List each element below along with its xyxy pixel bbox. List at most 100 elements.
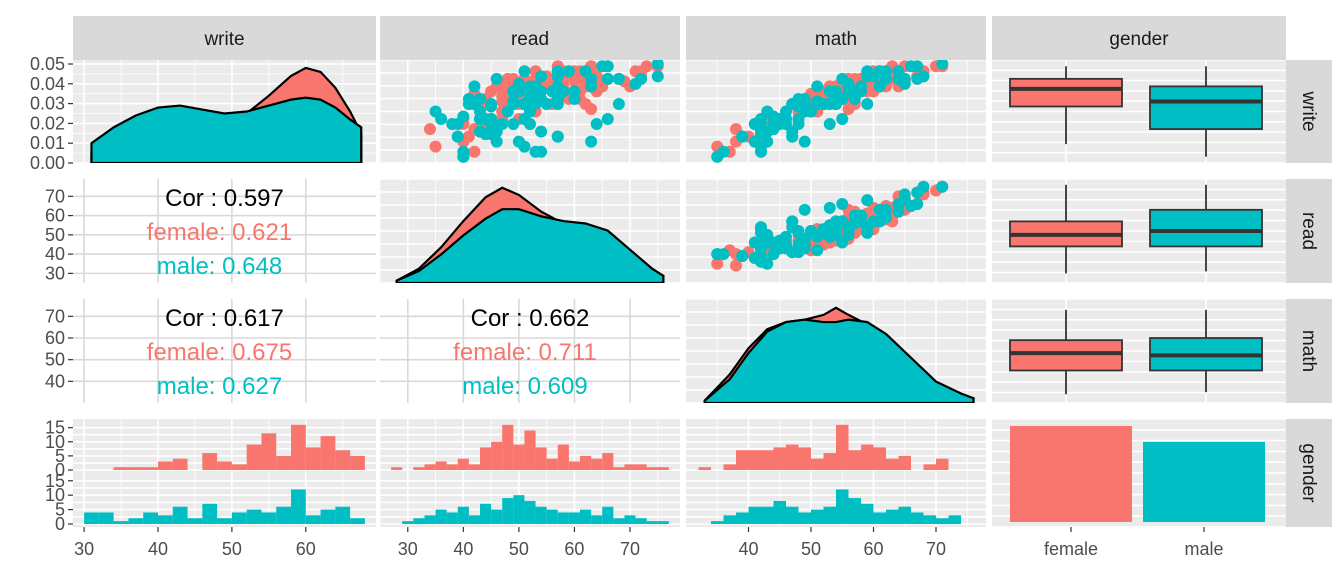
- hist-bar-female: [657, 467, 669, 470]
- gender-bar-female: [1010, 426, 1132, 522]
- scatter-point: [429, 140, 442, 153]
- scatter-point: [842, 77, 855, 90]
- scatter-point: [898, 72, 911, 85]
- scatter-point: [612, 97, 625, 110]
- strip-top-gender: [992, 16, 1286, 60]
- hist-bar-male: [736, 512, 749, 524]
- hist-bar-male: [948, 515, 961, 524]
- y-tick-label-math: 40: [45, 371, 65, 391]
- hist-bar-male: [898, 506, 911, 524]
- scatter-panel-write-read: [380, 60, 680, 163]
- scatter-panel-read-math: [686, 179, 986, 283]
- scatter-point: [911, 72, 924, 85]
- boxplot-panel-write: [992, 60, 1286, 163]
- x-tick-label-gender: male: [1184, 539, 1223, 559]
- scatter-point: [485, 113, 498, 126]
- hist-bar-female: [898, 455, 911, 470]
- scatter-point: [507, 118, 520, 131]
- scatter-point: [936, 180, 949, 193]
- scatter-point: [457, 110, 470, 123]
- scatter-point: [551, 130, 564, 143]
- x-tick-label-write: 30: [74, 539, 94, 559]
- hist-bar-male: [320, 509, 336, 524]
- hist-bar-female: [113, 467, 129, 470]
- strip-top-read: [380, 16, 680, 60]
- hist-bar-female: [446, 464, 458, 470]
- hist-bar-male: [291, 489, 306, 524]
- scatter-point: [836, 113, 849, 126]
- scatter-point: [551, 92, 564, 105]
- scatter-panel-write-math: [686, 60, 986, 163]
- hist-bar-male: [923, 515, 936, 524]
- hist-bar-female: [613, 467, 625, 470]
- gender-bar-panel: [992, 419, 1286, 527]
- hist-bar-male: [786, 506, 799, 524]
- strip-label-top-gender: gender: [1109, 29, 1169, 50]
- scatter-point: [651, 60, 664, 70]
- hist-bar-male: [657, 521, 669, 524]
- scatter-point: [792, 238, 805, 251]
- x-tick-label-write: 50: [222, 539, 242, 559]
- scatter-point: [457, 150, 470, 163]
- cor-panel-math-write: Cor : 0.617 female: 0.675 male: 0.627: [73, 299, 376, 403]
- hist-bar-male: [491, 509, 503, 524]
- y-tick-label-density: 0.00: [30, 153, 65, 173]
- scatter-point: [905, 199, 917, 212]
- hist-bar-male: [761, 506, 774, 524]
- hist-bar-female: [557, 444, 569, 470]
- hist-bar-female: [591, 458, 603, 470]
- box-female: [1009, 339, 1123, 372]
- hist-bar-female: [157, 461, 173, 470]
- density-male-math: [703, 318, 975, 403]
- hist-bar-female: [580, 455, 592, 470]
- cor-male: male: 0.627: [157, 373, 282, 400]
- scatter-point: [711, 248, 724, 261]
- strip-label-top-write: write: [203, 29, 244, 50]
- strip-right-read: [1286, 179, 1332, 283]
- y-tick-label-density: 0.03: [30, 94, 65, 114]
- scatter-point: [848, 209, 861, 222]
- hist-bar-female: [723, 464, 736, 470]
- scatter-point: [817, 97, 830, 110]
- hist-bar-male: [435, 509, 447, 524]
- cor-female: female: 0.621: [147, 219, 292, 246]
- scatter-point: [501, 105, 514, 118]
- cor-male: male: 0.609: [462, 373, 587, 400]
- hist-bar-female: [861, 444, 874, 470]
- x-tick-label-write: 60: [296, 539, 316, 559]
- hist-bar-female: [491, 441, 503, 470]
- scatter-point: [518, 65, 531, 78]
- cor-panel-math-read: Cor : 0.662 female: 0.711 male: 0.609: [380, 299, 680, 403]
- scatter-point: [512, 77, 525, 90]
- scatter-point: [711, 150, 724, 163]
- scatter-point: [490, 135, 503, 148]
- hist-bar-female: [261, 433, 277, 470]
- hist-bar-female: [202, 453, 218, 470]
- hist-bar-female: [646, 467, 658, 470]
- box-female: [1009, 77, 1123, 108]
- hist-bar-male: [350, 518, 365, 524]
- x-tick-label-math: 70: [926, 539, 946, 559]
- scatter-point: [755, 125, 767, 138]
- density-panel-read: [380, 179, 680, 283]
- strip-label-right-math: math: [1298, 330, 1319, 372]
- y-tick-label-hist: 0: [55, 514, 65, 534]
- boxplot-panel-read: [992, 179, 1286, 283]
- gender-bar-male: [1143, 441, 1265, 522]
- hist-bar-female: [457, 458, 469, 470]
- x-tick-label-math: 40: [738, 539, 758, 559]
- hist-bar-female: [480, 447, 492, 470]
- x-tick-label-gender: female: [1044, 539, 1098, 559]
- hist-bar-male: [911, 512, 924, 524]
- scatter-point: [792, 100, 805, 113]
- scatter-point: [529, 145, 542, 158]
- hist-bar-female: [568, 461, 580, 470]
- scatter-point: [651, 70, 664, 83]
- y-tick-label-hist: 15: [45, 418, 65, 438]
- scatter-point: [485, 100, 498, 113]
- cor-male: male: 0.648: [157, 253, 282, 280]
- scatter-point: [755, 140, 767, 153]
- cor-panel-read-write: Cor : 0.597 female: 0.621 male: 0.648: [73, 179, 376, 283]
- boxplot-panel-math: [992, 299, 1286, 403]
- scatter-point: [873, 203, 886, 216]
